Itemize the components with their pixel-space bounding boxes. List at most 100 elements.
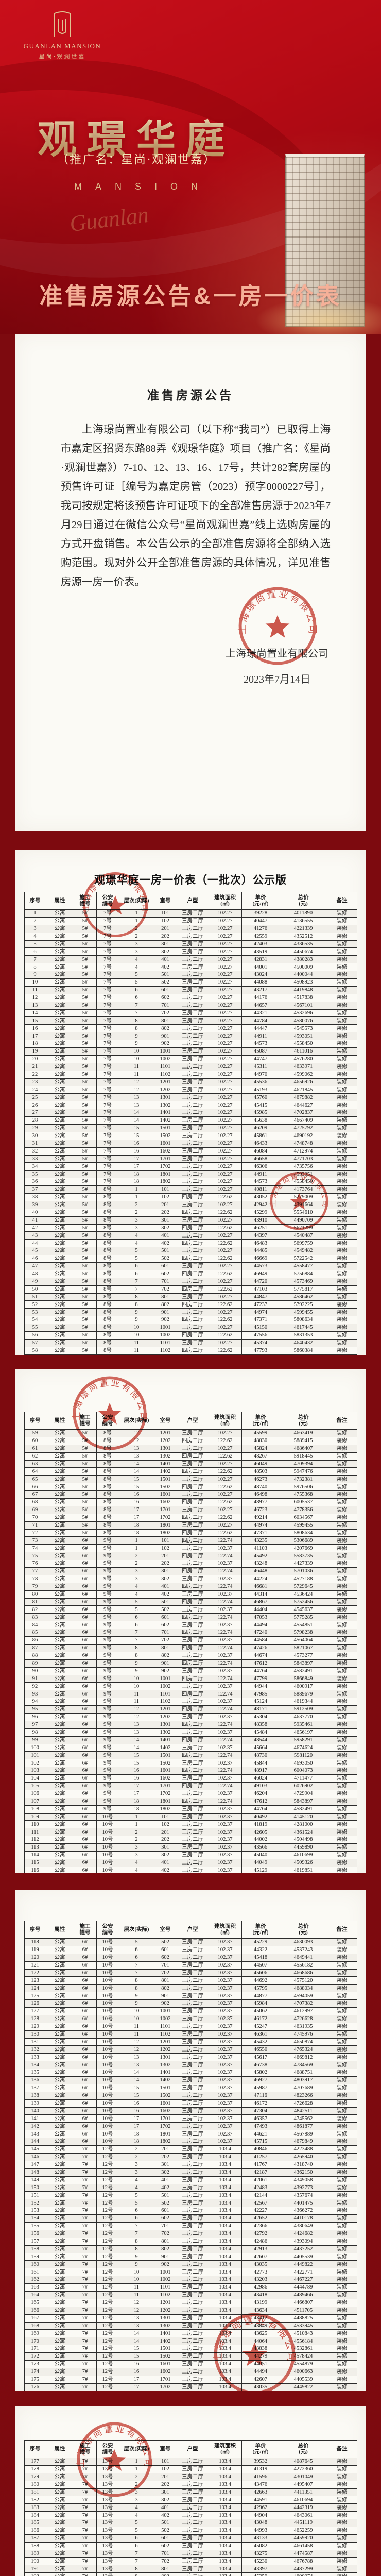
price-row: 147 公寓 7# 12号 3 301 三房二厅 103.4 41767 4318740 装修 — [24, 2160, 357, 2169]
cell: 4437252 — [279, 2245, 327, 2253]
cell: 3 — [118, 2488, 154, 2497]
cell: 103.4 — [208, 2383, 242, 2391]
cell: 1301 — [153, 2314, 177, 2323]
cell: 401 — [153, 1582, 177, 1591]
cell: 装修 — [326, 1001, 357, 1010]
cell: 13 — [118, 2321, 154, 2330]
cell: 6# — [73, 1674, 97, 1683]
cell: 三房二厅 — [176, 2145, 209, 2154]
cell: 5 — [118, 2191, 154, 2200]
price-row: 174 公寓 7# 12号 16 1602 三房二厅 103.4 44494 4600663 装修 — [24, 2367, 357, 2376]
cell: 15 — [118, 1124, 154, 1132]
cell: 167 — [24, 2314, 46, 2323]
cell: 三房二厅 — [176, 932, 209, 941]
cell: 46172 — [241, 2099, 280, 2108]
cell: 103.4 — [208, 2222, 242, 2230]
cell: 12号 — [96, 2191, 119, 2200]
cell: 装修 — [326, 1782, 357, 1790]
cell: 102.37 — [208, 2038, 242, 2046]
cell: 装修 — [326, 2191, 357, 2200]
cell: 4663419 — [279, 1429, 327, 1437]
cell: 122.62 — [208, 1331, 242, 1340]
cell: 109 — [24, 1812, 46, 1821]
cell: 公寓 — [45, 1720, 74, 1729]
price-row: 136 公寓 6# 10号 14 1402 三房二厅 102.37 46927 4803917 装修 — [24, 2076, 357, 2084]
cell: 4679882 — [279, 1093, 327, 1102]
price-row: 38 公寓 5# 8号 1 102 四房二厅 122.62 43052 5279009 装修 — [24, 1193, 357, 1201]
cell: 装修 — [326, 1961, 357, 1970]
cell: 102.37 — [208, 2130, 242, 2139]
cell: 1 — [118, 2465, 154, 2473]
cell: 5# — [73, 1346, 97, 1355]
price-row: 53 公寓 5# 8号 9 901 三房二厅 102.27 44974 4599455 装修 — [24, 1308, 357, 1317]
cell: 18 — [118, 1178, 154, 1187]
price-row: 115 公寓 6# 10号 4 401 三房二厅 102.37 44049 4509326 装修 — [24, 1858, 357, 1867]
cell: 103.4 — [208, 2199, 242, 2208]
cell: 8 — [118, 2572, 154, 2576]
cell: 126 — [24, 1999, 46, 2008]
cell: 102.27 — [208, 909, 242, 918]
cell: 1601 — [153, 1139, 177, 1148]
cell: 8号 — [96, 1193, 119, 1201]
cell: 公寓 — [45, 1938, 74, 1946]
cell: 6# — [73, 1843, 97, 1852]
cell: 10号 — [96, 2053, 119, 2062]
cell: 4 — [118, 1231, 154, 1240]
cell: 装修 — [326, 2541, 357, 2550]
cell: 102.37 — [208, 1651, 242, 1660]
cell: 1102 — [153, 1070, 177, 1079]
cell: 7号 — [96, 1139, 119, 1148]
cell: 5# — [73, 986, 97, 994]
cell: 44404 — [241, 1605, 280, 1614]
cell: 12号 — [96, 2360, 119, 2368]
cell: 402 — [153, 2183, 177, 2192]
cell: 7 — [118, 2222, 154, 2230]
cell: 103.4 — [208, 2503, 242, 2512]
cell: 3 — [118, 2160, 154, 2169]
cell: 公寓 — [45, 1316, 74, 1325]
cell: 4619851 — [279, 1866, 327, 1873]
cell: 公寓 — [45, 1285, 74, 1294]
price-row: 51 公寓 5# 8号 8 801 三房二厅 102.27 44847 4586462 装修 — [24, 1293, 357, 1301]
column-header: 公安 编号 — [96, 892, 119, 910]
cell: 6# — [73, 1667, 97, 1675]
price-row: 61 公寓 5# 8号 13 1301 三房二厅 102.27 45824 4686407 装修 — [24, 1444, 357, 1453]
cell: 8 — [24, 963, 46, 972]
cell: 三房二厅 — [176, 1216, 209, 1225]
cell: 152 — [24, 2199, 46, 2208]
cell: 8号 — [96, 1200, 119, 1209]
cell: 装修 — [326, 1483, 357, 1492]
price-row: 33 公寓 5# 7号 17 1701 三房二厅 102.27 46658 4771703 装修 — [24, 1155, 357, 1163]
cell: 1 — [118, 909, 154, 918]
cell: 装修 — [326, 1659, 357, 1668]
cell: 四房二厅 — [176, 1467, 209, 1476]
cell: 4600917 — [279, 1682, 327, 1691]
cell: 装修 — [326, 2007, 357, 2015]
cell: 公寓 — [45, 1070, 74, 1079]
cell: 11 — [118, 2291, 154, 2299]
cell: 9 — [118, 1032, 154, 1041]
cell: 42486 — [241, 2237, 280, 2246]
price-row: 162 公寓 7# 12号 10 1002 三房二厅 103.4 43203 4467227 装修 — [24, 2276, 357, 2284]
cell: 10号 — [96, 1843, 119, 1852]
cell: 装修 — [326, 2229, 357, 2238]
cell: 公寓 — [45, 1429, 74, 1437]
cell: 公寓 — [45, 2472, 74, 2481]
cell: 装修 — [326, 1109, 357, 1117]
cell: 三房二厅 — [176, 1231, 209, 1240]
cell: 37 — [24, 1185, 46, 1194]
cell: 802 — [153, 1651, 177, 1660]
cell: 10 — [24, 978, 46, 987]
cell: 11 — [118, 1338, 154, 1347]
cell: 156 — [24, 2229, 46, 2238]
cell: 901 — [153, 1992, 177, 2001]
cell: 装修 — [326, 1969, 357, 1977]
cell: 9号 — [96, 1728, 119, 1737]
column-header: 总价 (元) — [279, 1412, 327, 1430]
column-header: 单价 (元/㎡) — [241, 2440, 280, 2458]
cell: 102 — [153, 1820, 177, 1829]
cell: 7号 — [96, 932, 119, 941]
cell: 103.4 — [208, 2145, 242, 2154]
cell: 163 — [24, 2283, 46, 2292]
cell: 1201 — [153, 2298, 177, 2307]
